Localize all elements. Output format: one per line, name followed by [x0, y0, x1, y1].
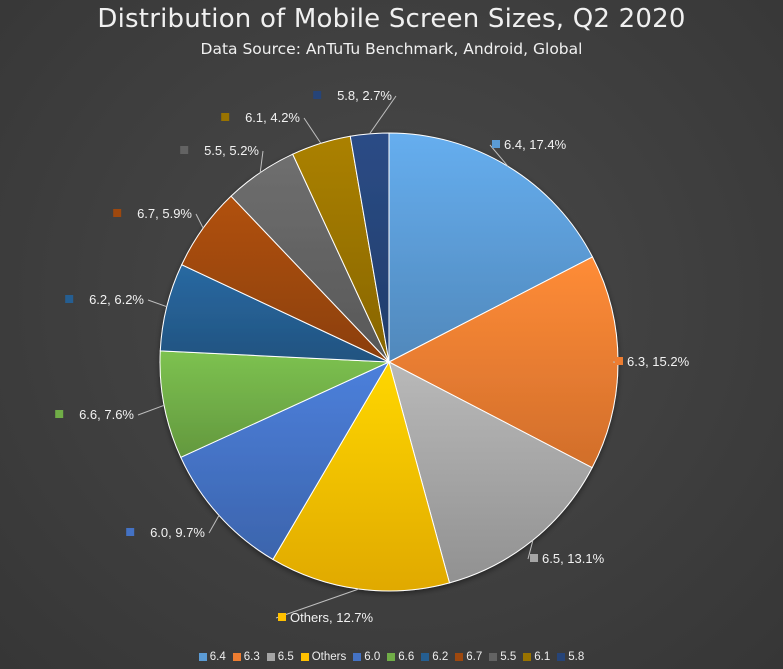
pie-slice-5.8 — [349, 132, 390, 363]
legend-item-6.4: 6.4 — [198, 651, 226, 663]
data-label-6.3: 6.3, 15.2% — [627, 354, 690, 369]
legend-label: 6.1 — [534, 651, 551, 663]
data-label-6.0: 6.0, 9.7% — [150, 525, 205, 540]
legend-swatch — [421, 653, 430, 661]
chart-subtitle: Data Source: AnTuTu Benchmark, Android, … — [200, 40, 583, 58]
legend-item-others: Others — [300, 651, 347, 663]
chart-legend: 6.4 6.3 6.5 Others 6.0 6.6 6.2 6.7 5.5 6.1 5.8 — [0, 649, 783, 665]
leader-line-5.8 — [369, 95, 397, 135]
data-label-marker-6.4 — [492, 140, 500, 148]
data-label-6.4: 6.4, 17.4% — [504, 137, 567, 152]
data-label-marker-6.0 — [126, 528, 135, 536]
leader-line-6.1 — [303, 117, 322, 144]
data-label-marker-6.3 — [615, 357, 623, 365]
pie-slice-6.5 — [388, 361, 593, 584]
data-label-6.5: 6.5, 13.1% — [542, 551, 605, 566]
leader-line-6.7 — [195, 213, 204, 229]
data-label-6.6: 6.6, 7.6% — [79, 407, 134, 422]
legend-item-6.5: 6.5 — [266, 651, 294, 663]
legend-item-5.5: 5.5 — [489, 651, 516, 663]
legend-item-5.8: 5.8 — [557, 651, 584, 663]
legend-label: 5.5 — [500, 651, 517, 663]
leader-line-6.0 — [208, 515, 220, 534]
legend-swatch — [523, 653, 532, 661]
data-label-others: Others, 12.7% — [290, 610, 374, 625]
legend-item-6.7: 6.7 — [455, 651, 482, 663]
legend-swatch — [300, 653, 309, 661]
legend-label: 6.7 — [466, 651, 483, 663]
legend-label: 6.0 — [364, 651, 381, 663]
data-label-6.1: 6.1, 4.2% — [245, 110, 300, 125]
legend-item-6.3: 6.3 — [232, 651, 260, 663]
chart-title: Distribution of Mobile Screen Sizes, Q2 … — [97, 4, 686, 34]
legend-label: 5.8 — [568, 651, 585, 663]
legend-swatch — [387, 653, 396, 661]
legend-label: 6.3 — [243, 651, 260, 663]
leader-line-6.5 — [527, 540, 534, 560]
legend-label: 6.6 — [398, 651, 415, 663]
leader-line-6.6 — [137, 404, 165, 416]
legend-swatch — [266, 653, 275, 661]
data-label-5.5: 5.5, 5.2% — [204, 143, 259, 158]
legend-label: 6.2 — [432, 651, 449, 663]
data-label-6.2: 6.2, 6.2% — [89, 292, 144, 307]
data-label-marker-6.6 — [55, 410, 64, 418]
data-label-marker-6.7 — [113, 209, 122, 217]
data-label-6.7: 6.7, 5.9% — [137, 206, 192, 221]
legend-item-6.0: 6.0 — [353, 651, 380, 663]
legend-swatch — [455, 653, 464, 661]
legend-swatch — [353, 653, 362, 661]
pie-slice-6.6 — [159, 350, 390, 458]
data-label-marker-6.5 — [530, 554, 538, 562]
legend-swatch — [232, 653, 241, 661]
data-label-5.8: 5.8, 2.7% — [337, 88, 392, 103]
legend-item-6.6: 6.6 — [387, 651, 414, 663]
legend-label: 6.4 — [209, 651, 226, 663]
pie-slice-6.4 — [388, 132, 594, 363]
data-label-marker-5.5 — [180, 146, 189, 154]
legend-label: 6.5 — [277, 651, 294, 663]
legend-swatch — [557, 653, 566, 661]
data-label-marker-others — [278, 613, 286, 621]
data-label-marker-6.2 — [65, 295, 74, 303]
leader-line-6.2 — [147, 299, 167, 308]
legend-label: Others — [311, 651, 347, 663]
leader-line-6.4 — [489, 144, 509, 167]
data-label-marker-6.1 — [221, 113, 230, 121]
leader-line-5.5 — [259, 150, 264, 173]
legend-swatch — [489, 653, 498, 661]
legend-item-6.2: 6.2 — [421, 651, 448, 663]
data-label-marker-5.8 — [313, 91, 322, 99]
leader-line-others — [275, 588, 359, 619]
pie-slice-others — [272, 360, 451, 592]
legend-swatch — [198, 653, 207, 661]
legend-item-6.1: 6.1 — [523, 651, 550, 663]
